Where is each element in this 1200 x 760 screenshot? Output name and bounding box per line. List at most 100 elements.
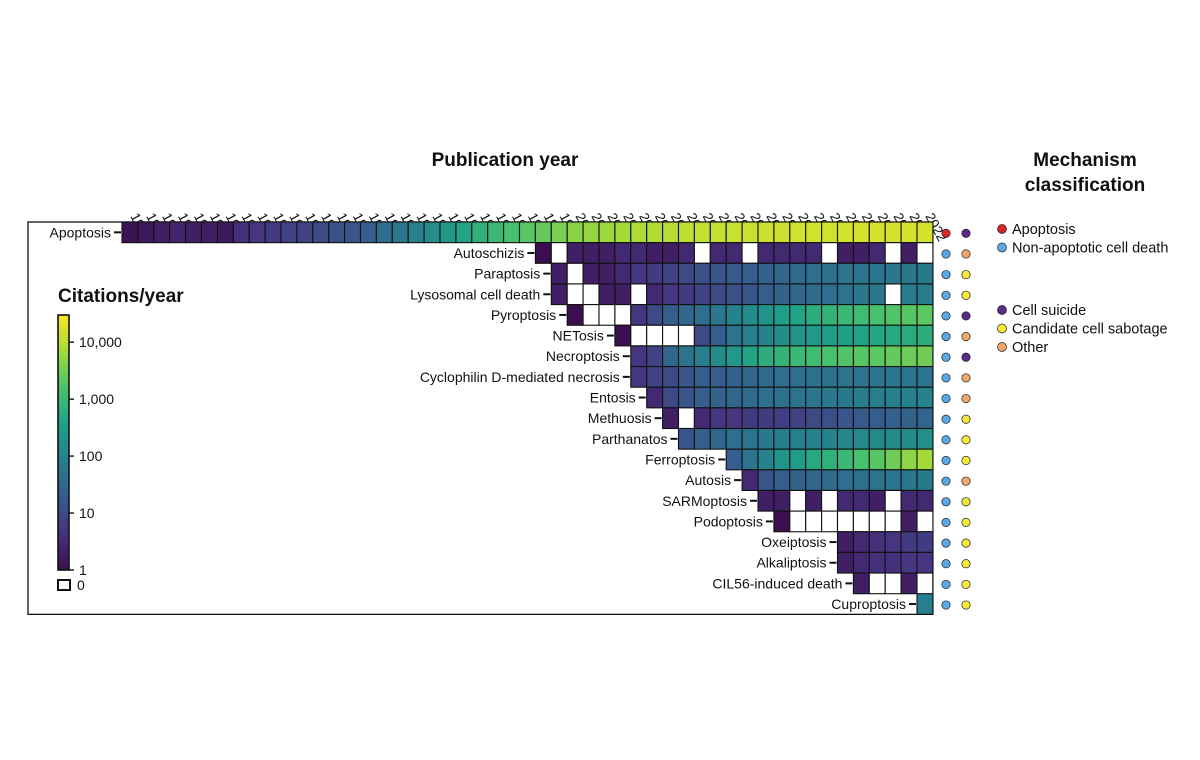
cell-entosis-2015 — [805, 386, 823, 409]
cell-pyroptosis-2010 — [725, 304, 743, 326]
cell-methuosis-2017 — [836, 407, 854, 430]
cell-paraptosis-2009 — [709, 262, 727, 285]
cell-autoschizis-2003 — [614, 242, 632, 264]
cell-parthanatos-2007 — [677, 427, 695, 450]
zero-label: 0 — [77, 577, 85, 593]
cell-autosis-2015 — [805, 469, 823, 491]
cell-pyroptosis-2000 — [566, 304, 584, 326]
cell-entosis-2008 — [693, 386, 711, 409]
mech-dot-sarmoptosis — [941, 497, 951, 507]
cell-necroptosis-2005 — [646, 345, 664, 368]
cell-pyroptosis-2009 — [709, 304, 727, 326]
cell-necroptosis-2016 — [821, 345, 839, 368]
cell-podoptosis-2017 — [836, 510, 854, 533]
cell-autoschizis-2020 — [884, 242, 902, 264]
cell-autoschizis-2009 — [709, 242, 727, 264]
cell-methuosis-2022 — [916, 407, 934, 430]
cell-necroptosis-2020 — [884, 345, 902, 368]
cell-apoptosis-2010 — [725, 221, 743, 244]
cell-entosis-2012 — [757, 386, 775, 409]
cell-pyroptosis-2003 — [614, 304, 632, 326]
cell-paraptosis-2018 — [852, 262, 870, 285]
cell-autosis-2019 — [868, 469, 886, 491]
cell-apoptosis-1975 — [169, 221, 187, 244]
cell-cyclophilin-d-mediated-necrosis-2021 — [900, 365, 918, 388]
cell-apoptosis-2003 — [614, 221, 632, 244]
cell-sarmoptosis-2018 — [852, 489, 870, 512]
row-label-apoptosis: Apoptosis — [50, 224, 111, 240]
mech-dot-methuosis — [941, 414, 951, 424]
cell-paraptosis-2012 — [757, 262, 775, 285]
cell-necroptosis-2009 — [709, 345, 727, 368]
cell-sarmoptosis-2017 — [836, 489, 854, 512]
cell-autoschizis-2010 — [725, 242, 743, 264]
cell-cyclophilin-d-mediated-necrosis-2006 — [662, 365, 680, 388]
legend-label-cell-suicide: Cell suicide — [1012, 303, 1086, 319]
cell-apoptosis-2014 — [789, 221, 807, 244]
cell-apoptosis-2018 — [852, 221, 870, 244]
cell-netosis-2005 — [646, 324, 664, 347]
legend-label-apoptosis: Apoptosis — [1012, 222, 1076, 238]
cell-apoptosis-2001 — [582, 221, 600, 244]
cell-lysosomal-cell-death-2002 — [598, 283, 616, 306]
cell-apoptosis-2021 — [900, 221, 918, 244]
cell-parthanatos-2019 — [868, 427, 886, 450]
cell-netosis-2021 — [900, 324, 918, 347]
cell-autoschizis-2006 — [662, 242, 680, 264]
cell-cyclophilin-d-mediated-necrosis-2017 — [836, 365, 854, 388]
row-label-necroptosis: Necroptosis — [546, 348, 620, 364]
mech-dot-oxeiptosis — [941, 538, 951, 548]
class-dot-alkaliptosis — [961, 559, 971, 569]
cell-autosis-2021 — [900, 469, 918, 491]
cell-paraptosis-2002 — [598, 262, 616, 285]
legend-dot-other — [997, 342, 1007, 352]
cell-necroptosis-2019 — [868, 345, 886, 368]
cell-entosis-2018 — [852, 386, 870, 409]
cell-pyroptosis-2022 — [916, 304, 934, 326]
cell-ferroptosis-2020 — [884, 448, 902, 471]
cell-cyclophilin-d-mediated-necrosis-2014 — [789, 365, 807, 388]
cell-parthanatos-2015 — [805, 427, 823, 450]
class-dot-entosis — [961, 393, 971, 404]
cell-apoptosis-1997 — [518, 221, 536, 244]
cell-parthanatos-2022 — [916, 427, 934, 450]
cell-lysosomal-cell-death-2000 — [566, 283, 584, 306]
cell-entosis-2006 — [662, 386, 680, 409]
legend-label-candidate-cell-sabotage: Candidate cell sabotage — [1012, 322, 1168, 338]
cell-sarmoptosis-2013 — [773, 489, 791, 512]
cell-methuosis-2020 — [884, 407, 902, 430]
cell-alkaliptosis-2017 — [836, 551, 854, 574]
cell-methuosis-2006 — [662, 407, 680, 430]
cell-parthanatos-2020 — [884, 427, 902, 450]
cell-apoptosis-2005 — [646, 221, 664, 244]
cell-pyroptosis-2013 — [773, 304, 791, 326]
cell-apoptosis-1992 — [439, 221, 457, 244]
cell-pyroptosis-2021 — [900, 304, 918, 326]
class-dot-paraptosis — [961, 270, 971, 280]
cell-oxeiptosis-2019 — [868, 531, 886, 553]
cell-cyclophilin-d-mediated-necrosis-2022 — [916, 365, 934, 388]
cell-necroptosis-2011 — [741, 345, 759, 368]
cell-ferroptosis-2012 — [757, 448, 775, 471]
cell-autosis-2013 — [773, 469, 791, 491]
mech-dot-autoschizis — [941, 249, 951, 259]
mech-dot-paraptosis — [941, 270, 951, 280]
mech-dot-autosis — [941, 476, 951, 486]
row-label-podoptosis: Podoptosis — [694, 513, 763, 529]
cell-netosis-2011 — [741, 324, 759, 347]
cell-entosis-2017 — [836, 386, 854, 409]
cell-pyroptosis-2012 — [757, 304, 775, 326]
cell-sarmoptosis-2015 — [805, 489, 823, 512]
cell-autoschizis-2016 — [821, 242, 839, 264]
class-dot-cyclophilin-d-mediated-necrosis — [961, 373, 971, 383]
cell-methuosis-2016 — [821, 407, 839, 430]
cell-netosis-2004 — [630, 324, 648, 347]
cbar-tick-label-1: 1,000 — [79, 391, 114, 407]
cell-entosis-2007 — [677, 386, 695, 409]
cell-autoschizis-1998 — [534, 242, 552, 264]
cell-pyroptosis-2020 — [884, 304, 902, 326]
cell-apoptosis-2002 — [598, 221, 616, 244]
cell-cyclophilin-d-mediated-necrosis-2019 — [868, 365, 886, 388]
mech-dot-necroptosis — [941, 352, 951, 362]
cell-ferroptosis-2010 — [725, 448, 743, 471]
